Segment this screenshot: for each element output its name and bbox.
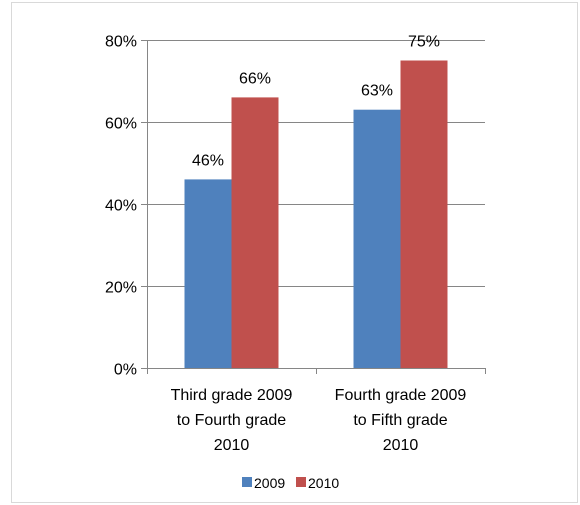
y-tick-label: 20%	[105, 280, 137, 297]
bar-2009-1	[184, 179, 232, 368]
category-label: to Fifth grade	[353, 412, 447, 429]
data-label: 66%	[239, 70, 271, 87]
category-label: Fourth grade 2009	[335, 387, 467, 404]
y-tick-label: 80%	[105, 34, 137, 51]
data-label: 75%	[408, 34, 440, 51]
category-label: Third grade 2009	[171, 387, 293, 404]
data-label: 46%	[192, 152, 224, 169]
bar-2009-2	[353, 109, 401, 368]
category-label: 2010	[214, 437, 250, 454]
legend-swatch-2009	[242, 477, 252, 487]
legend-swatch-2010	[296, 477, 306, 487]
y-tick-label: 0%	[114, 362, 137, 379]
legend-label: 2009	[254, 475, 285, 491]
category-label: 2010	[383, 437, 419, 454]
chart-frame	[11, 2, 578, 503]
y-tick-label: 40%	[105, 198, 137, 215]
y-tick-label: 60%	[105, 116, 137, 133]
data-label: 63%	[361, 83, 393, 100]
bar-2010-2	[400, 60, 448, 368]
legend-label: 2010	[308, 475, 339, 491]
bar-2010-1	[231, 97, 279, 369]
category-label: to Fourth grade	[177, 412, 287, 429]
